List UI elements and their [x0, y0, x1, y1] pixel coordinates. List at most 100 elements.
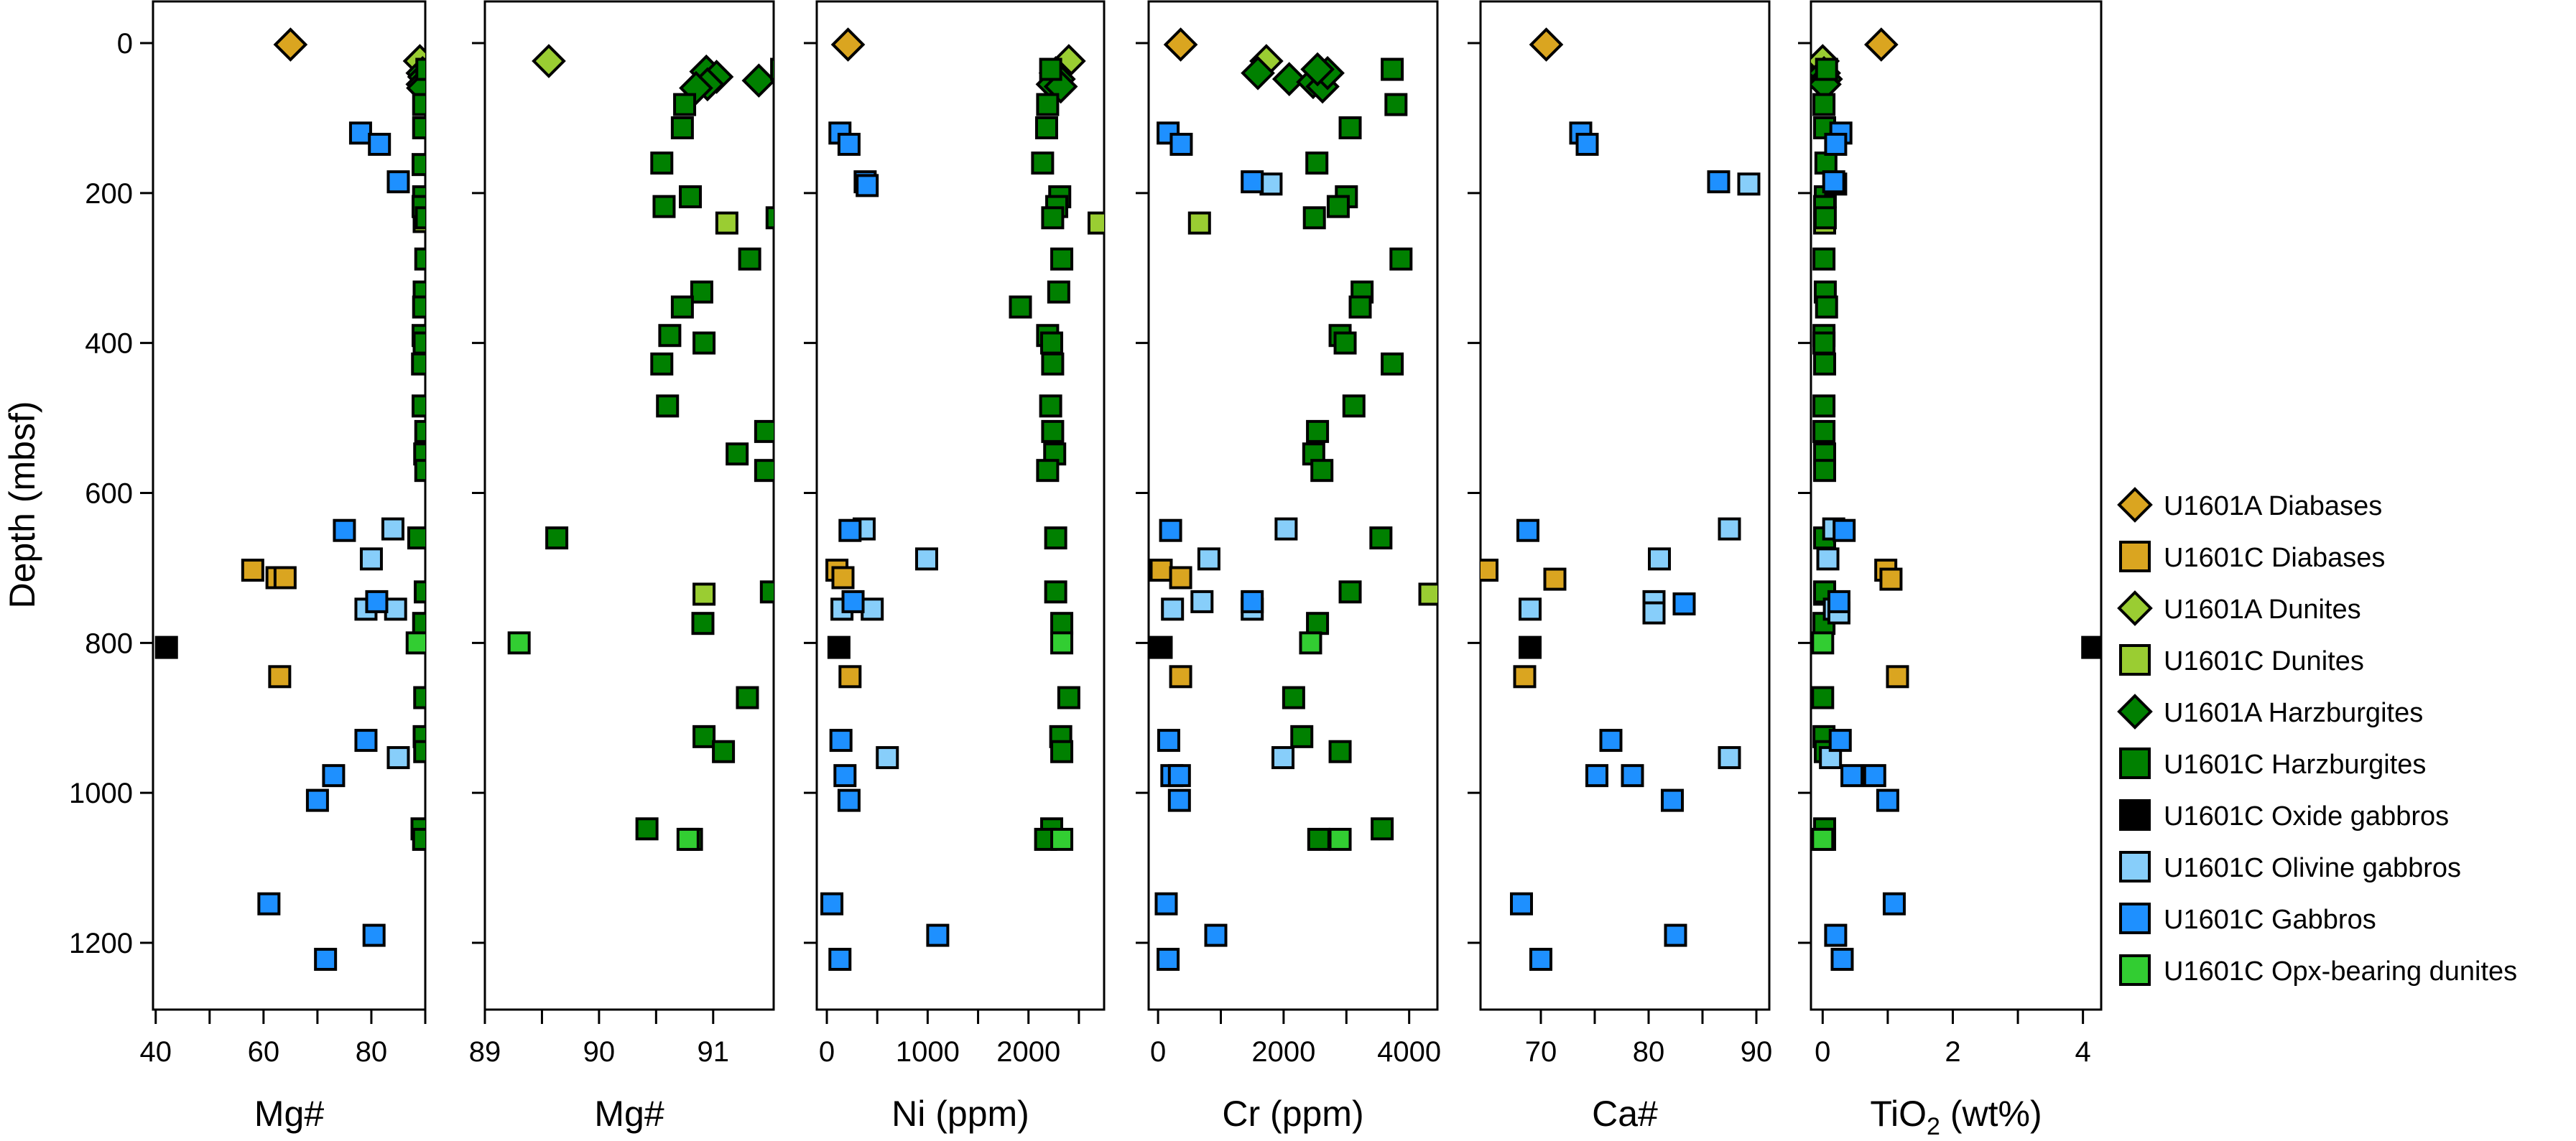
panel-1: 0 200 400 600 800 1000 1200 40 60 80 Mg#: [69, 0, 427, 1134]
x-tick-label: 40: [140, 1036, 172, 1068]
point-u1601c-diabases: [1169, 665, 1192, 689]
point-u1601c-opx-bearing-dunites: [1050, 631, 1074, 655]
point-u1601c-harzburgites: [1306, 612, 1330, 635]
point-u1601c-harzburgites: [414, 459, 425, 483]
point-u1601c-harzburgites: [1812, 93, 1836, 116]
point-u1601c-olivine-gabbros: [1648, 547, 1671, 571]
point-u1601a-diabases: [1163, 27, 1198, 62]
point-u1601c-gabbros: [1167, 764, 1191, 788]
point-u1601c-olivine-gabbros: [1197, 547, 1220, 571]
legend-item: U1601C Oxide gabbros: [2119, 799, 2449, 832]
x-tick-label: 70: [1525, 1036, 1557, 1068]
point-u1601c-harzburgites: [1306, 419, 1330, 443]
point-u1601c-harzburgites: [1384, 93, 1408, 116]
points: [154, 27, 425, 971]
point-u1601c-oxide-gabbros: [827, 635, 851, 659]
point-u1601c-harzburgites: [679, 185, 703, 209]
point-u1601c-olivine-gabbros: [1718, 746, 1741, 770]
point-u1601c-harzburgites: [1057, 686, 1080, 709]
point-u1601c-harzburgites: [1338, 580, 1362, 604]
x-axis-label: Cr (ppm): [1222, 1094, 1363, 1134]
point-u1601c-harzburgites: [1815, 57, 1838, 81]
point-u1601c-harzburgites: [1326, 195, 1350, 218]
point-u1601c-harzburgites: [1036, 459, 1060, 483]
point-u1601c-harzburgites: [754, 419, 774, 443]
point-u1601c-gabbros: [1621, 764, 1644, 788]
point-u1601c-harzburgites: [736, 686, 759, 709]
point-u1601c-harzburgites: [407, 526, 425, 550]
point-u1601c-harzburgites: [1811, 686, 1835, 709]
point-u1601c-harzburgites: [415, 57, 425, 81]
point-u1601c-harzburgites: [658, 324, 682, 348]
point-u1601c-gabbros: [1876, 788, 1899, 812]
point-u1601c-harzburgites: [414, 419, 425, 443]
point-u1601c-oxide-gabbros: [1149, 635, 1173, 659]
point-u1601c-harzburgites: [1813, 459, 1837, 483]
point-u1601c-diabases: [1886, 665, 1909, 689]
point-u1601c-diabases: [268, 665, 292, 689]
x-tick-label: 80: [356, 1036, 388, 1068]
point-u1601c-harzburgites: [1812, 331, 1836, 355]
point-u1601c-gabbros: [1169, 132, 1193, 156]
point-u1601c-olivine-gabbros: [1718, 517, 1741, 541]
point-u1601c-gabbros: [1828, 729, 1852, 753]
point-u1601c-olivine-gabbros: [1274, 517, 1298, 541]
legend: U1601A Diabases U1601C Diabases U1601A Dun…: [2117, 487, 2517, 987]
point-u1601c-harzburgites: [1009, 295, 1032, 319]
y-tick-label: 400: [85, 328, 133, 360]
point-u1601c-diabases: [1879, 567, 1903, 591]
point-u1601c-gabbros: [354, 729, 378, 753]
point-u1601c-harzburgites: [754, 459, 774, 483]
point-u1601c-gabbros: [1157, 729, 1180, 753]
panel-4: 0 2000 4000 Cr (ppm): [1136, 0, 1441, 1134]
points: [507, 44, 774, 851]
x-axis-label: Mg#: [594, 1094, 664, 1134]
point-u1601c-gabbros: [841, 590, 865, 613]
point-u1601c-harzburgites: [1031, 152, 1055, 175]
point-u1601c-harzburgites: [1050, 247, 1074, 271]
x-tick-label: 0: [1815, 1036, 1830, 1068]
point-u1601c-olivine-gabbros: [384, 597, 407, 621]
x-tick-label: 89: [469, 1036, 501, 1068]
point-u1601c-oxide-gabbros: [1519, 635, 1542, 659]
point-u1601c-harzburgites: [413, 740, 425, 763]
point-u1601c-harzburgites: [1371, 817, 1394, 841]
point-u1601c-harzburgites: [1812, 419, 1836, 443]
point-u1601c-harzburgites: [1369, 526, 1393, 550]
point-u1601a-harzburgites: [1300, 52, 1335, 87]
point-u1601c-harzburgites: [412, 295, 425, 319]
legend-square-icon: [2119, 799, 2151, 831]
point-u1601c-harzburgites: [1041, 206, 1065, 230]
panel-frame: [1810, 0, 2103, 1011]
point-u1601c-olivine-gabbros: [1737, 172, 1761, 196]
point-u1601a-harzburgites: [1271, 62, 1307, 96]
point-u1601c-opx-bearing-dunites: [1299, 631, 1322, 655]
point-u1601c-harzburgites: [692, 725, 716, 748]
point-u1601c-diabases: [1513, 665, 1537, 689]
point-u1601c-harzburgites: [635, 817, 659, 841]
point-u1601c-harzburgites: [1039, 57, 1062, 81]
point-u1601c-harzburgites: [690, 280, 713, 304]
point-u1601c-harzburgites: [759, 580, 774, 604]
legend-item: U1601C Dunites: [2119, 644, 2364, 676]
point-u1601c-harzburgites: [670, 295, 694, 319]
y-tick-label: 0: [117, 28, 133, 60]
point-u1601c-gabbros: [1833, 518, 1856, 542]
legend-label: U1601A Harzburgites: [2164, 698, 2423, 728]
point-u1601c-harzburgites: [1040, 331, 1064, 355]
point-u1601c-gabbros: [1830, 947, 1854, 971]
point-u1601c-gabbros: [829, 729, 853, 753]
legend-item: U1601C Olivine gabbros: [2119, 851, 2461, 883]
point-u1601c-gabbros: [1575, 132, 1599, 156]
legend-label: U1601C Olivine gabbros: [2164, 853, 2461, 883]
x-tick-label: 1000: [896, 1036, 960, 1068]
point-u1601c-gabbros: [1824, 923, 1848, 947]
point-u1601c-diabases: [1169, 566, 1192, 590]
x-tick-label: 91: [698, 1036, 730, 1068]
point-u1601c-gabbros: [856, 174, 879, 197]
point-u1601c-dunites: [715, 211, 738, 235]
point-u1601c-harzburgites: [1307, 827, 1330, 851]
point-u1601a-diabases: [1529, 27, 1564, 62]
x-tick-label: 4000: [1377, 1036, 1441, 1068]
point-u1601c-harzburgites: [1389, 247, 1413, 271]
